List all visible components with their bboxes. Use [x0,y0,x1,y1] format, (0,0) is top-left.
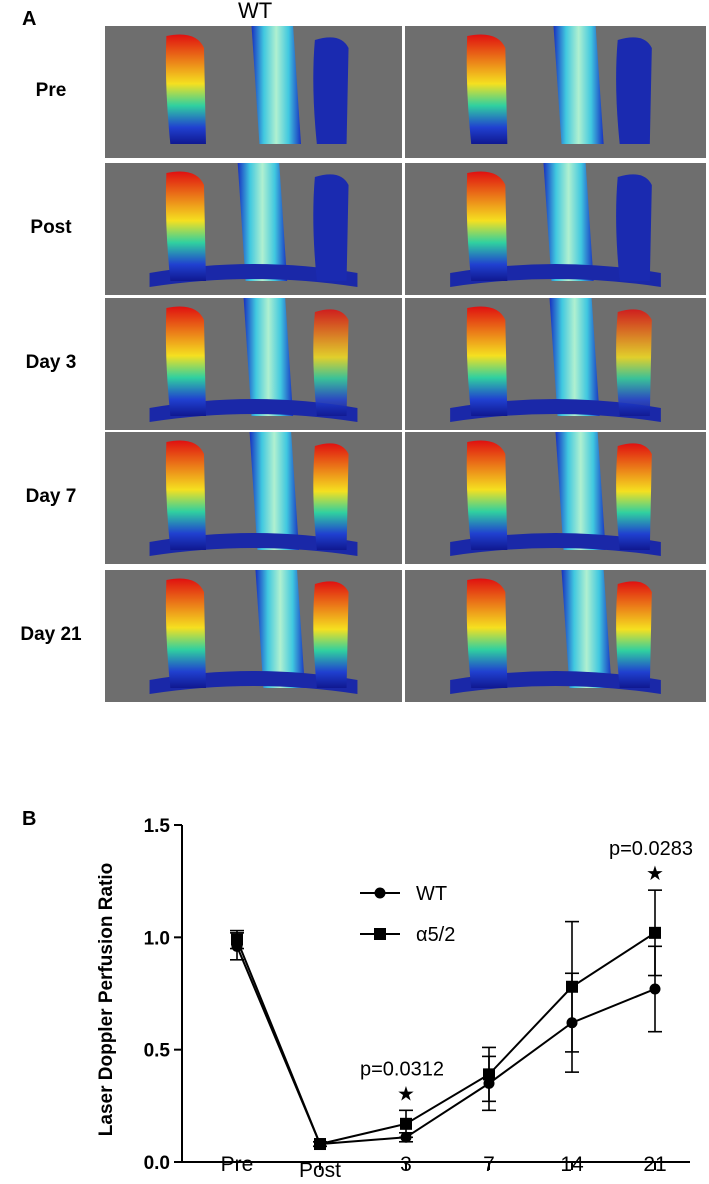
annotation-text-0: p=0.0312 [360,1058,444,1080]
point-1-4 [566,980,578,993]
point-1-1 [314,1138,326,1151]
row-label-1: Post [30,217,72,238]
row-label-0: Pre [35,80,67,101]
x-tick-label-5: 21 [643,1153,666,1176]
annotation-star-1: ★ [646,863,664,885]
point-1-2 [400,1117,412,1130]
perfusion-image-3-0 [105,432,402,564]
perfusion-ratio-chart: 0.0 0.5 1.0 1.5 Pre Post 3 7 14 21 Laser Doppler P… [96,816,693,1182]
point-1-0 [231,933,243,946]
annotation-star-0: ★ [397,1083,415,1105]
panel-b-letter: B [22,808,37,830]
panel-a-letter: A [22,8,37,30]
wt-column-title: WT [238,0,273,23]
y-tick-label-1: 0.5 [144,1041,171,1062]
legend-marker-1 [374,928,386,940]
perfusion-image-4-1 [405,570,706,702]
perfusion-image-0-1 [405,26,706,158]
row-label-3: Day 7 [25,486,77,507]
series-line-1 [236,932,656,1146]
x-tick-label-3: 7 [483,1153,495,1176]
perfusion-image-0-0 [105,26,402,158]
y-tick-label-0: 0.0 [144,1153,170,1174]
x-tick-label-0: Pre [221,1153,254,1176]
x-tick-label-1: Post [299,1159,341,1182]
point-0-5 [649,983,661,995]
x-tick-label-4: 14 [560,1153,584,1176]
series-line-0 [236,945,656,1146]
y-axis-label: Laser Doppler Perfusion Ratio [96,863,117,1136]
legend-label-1: α5/2 [416,924,455,946]
x-tick-label-2: 3 [400,1153,412,1176]
perfusion-image-3-1 [405,432,706,564]
annotation-text-1: p=0.0283 [609,838,693,860]
perfusion-image-2-1 [405,298,706,430]
y-tick-label-3: 1.5 [144,816,171,837]
point-1-5 [649,926,661,939]
y-tick-label-2: 1.0 [144,928,170,949]
perfusion-image-4-0 [105,570,402,702]
row-label-4: Day 21 [20,624,82,645]
legend-label-0: WT [416,883,447,905]
point-1-3 [483,1068,495,1081]
perfusion-image-2-0 [105,298,402,430]
row-label-2: Day 3 [25,352,77,373]
perfusion-image-1-1 [405,163,706,295]
perfusion-image-1-0 [105,163,402,295]
legend-marker-0 [374,887,386,899]
